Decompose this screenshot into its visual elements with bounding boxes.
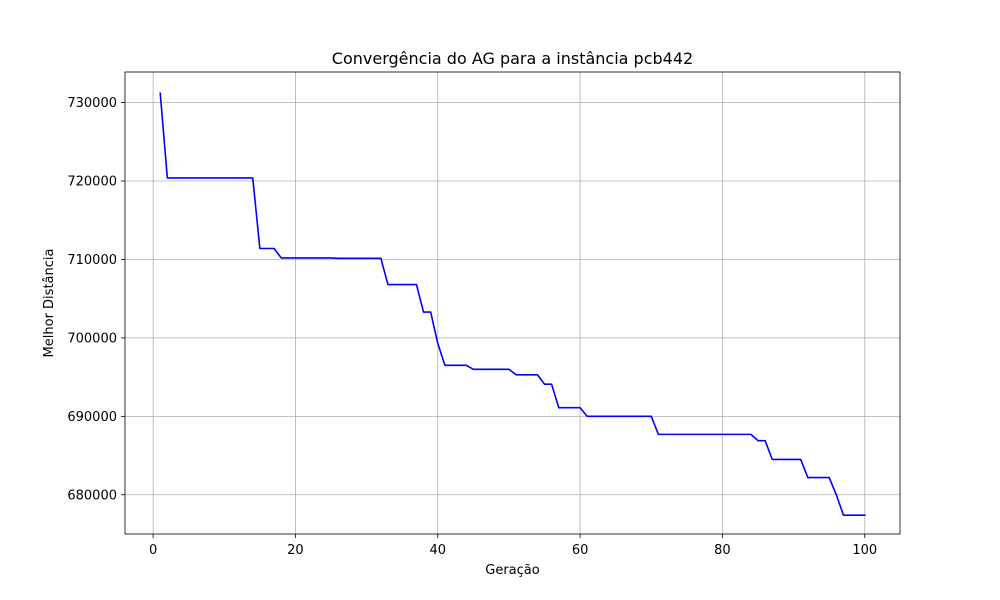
chart-title: Convergência do AG para a instância pcb4… [332,49,693,68]
x-tick-label: 40 [430,543,447,558]
x-tick-label: 80 [714,543,731,558]
x-tick-label: 20 [287,543,304,558]
x-tick-label: 0 [149,543,157,558]
plot-area [159,92,866,516]
x-tick-label: 60 [572,543,589,558]
axis-ticks: 0 20 40 60 80 100 680000 690000 700000 710000 7200… [67,96,877,558]
x-tick-label: 100 [852,543,877,558]
y-tick-label: 690000 [67,410,117,425]
y-tick-label: 710000 [67,253,117,268]
y-tick-label: 720000 [67,175,117,190]
y-tick-label: 700000 [67,331,117,346]
y-tick-label: 730000 [67,96,117,111]
best-distance-series-line [159,92,866,516]
y-axis-label: Melhor Distância [42,249,57,358]
plot-frame [124,71,901,535]
grid-lines [125,72,900,534]
x-axis-label: Geração [485,563,539,578]
y-tick-label: 680000 [67,488,117,503]
